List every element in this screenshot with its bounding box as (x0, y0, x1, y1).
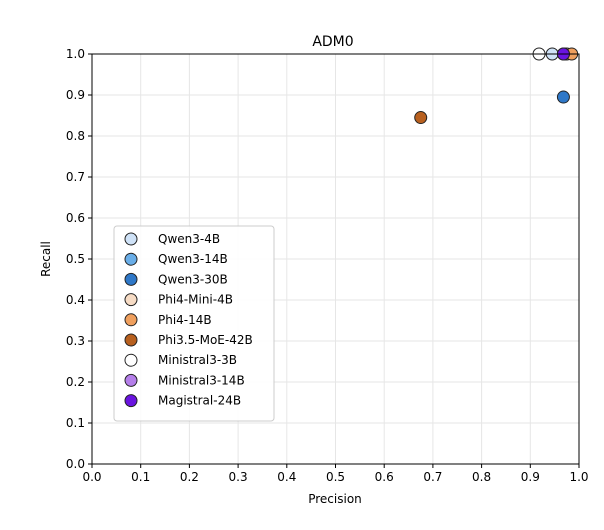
y-tick-label: 0.8 (66, 129, 85, 143)
point-qwen3-30b (556, 90, 570, 104)
point-phi3-5-moe-42b (414, 111, 428, 125)
y-tick-label: 0.7 (66, 170, 85, 184)
y-tick-label: 1.0 (66, 47, 85, 61)
x-axis-label: Precision (308, 492, 362, 506)
legend-label-phi3-5-moe-42b: Phi3.5-MoE-42B (158, 333, 253, 347)
x-tick-label: 0.5 (326, 470, 345, 484)
legend-marker-phi4-mini-4b (124, 293, 138, 307)
legend-label-qwen3-30b: Qwen3-30B (158, 272, 228, 286)
x-tick-label: 0.6 (375, 470, 394, 484)
legend-marker-qwen3-30b (124, 272, 138, 286)
legend-marker-phi4-14b (124, 313, 138, 327)
legend-label-ministral3-14b: Ministral3-14B (158, 373, 245, 387)
legend-marker-qwen3-4b (124, 232, 138, 246)
x-tick-label: 0.4 (277, 470, 296, 484)
x-tick-label: 1.0 (569, 470, 588, 484)
legend-marker-ministral3-14b (124, 373, 138, 387)
legend-marker-magistral-24b (124, 394, 138, 408)
y-tick-label: 0.2 (66, 375, 85, 389)
x-tick-label: 0.8 (472, 470, 491, 484)
legend-marker-qwen3-14b (124, 252, 138, 266)
legend: Qwen3-4B Qwen3-14B Qwen3-30B Phi4-Mini-4B Ph… (113, 225, 275, 422)
y-tick-label: 0.4 (66, 293, 85, 307)
legend-marker-ministral3-3b (124, 353, 138, 367)
legend-label-qwen3-14b: Qwen3-14B (158, 252, 228, 266)
x-tick-label: 0.0 (82, 470, 101, 484)
legend-label-ministral3-3b: Ministral3-3B (158, 353, 237, 367)
y-tick-label: 0.5 (66, 252, 85, 266)
legend-label-phi4-14b: Phi4-14B (158, 313, 212, 327)
legend-box (113, 225, 275, 422)
data-points (414, 47, 579, 125)
y-tick-label: 0.0 (66, 457, 85, 471)
legend-label-qwen3-4b: Qwen3-4B (158, 232, 220, 246)
x-tick-label: 0.7 (423, 470, 442, 484)
legend-marker-phi3-5-moe-42b (124, 333, 138, 347)
axis-ticks: 0.0 0.1 0.2 0.3 0.4 0.5 0.6 0.7 0.8 0.9 1.0 0.0 0.1 0… (66, 47, 589, 484)
x-tick-label: 0.9 (521, 470, 540, 484)
legend-label-magistral-24b: Magistral-24B (158, 394, 241, 408)
x-tick-label: 0.1 (131, 470, 150, 484)
y-tick-label: 0.1 (66, 416, 85, 430)
x-tick-label: 0.2 (180, 470, 199, 484)
x-tick-label: 0.3 (229, 470, 248, 484)
y-axis-label: Recall (39, 241, 53, 277)
legend-label-phi4-mini-4b: Phi4-Mini-4B (158, 293, 233, 307)
y-tick-label: 0.6 (66, 211, 85, 225)
y-tick-label: 0.9 (66, 88, 85, 102)
y-tick-label: 0.3 (66, 334, 85, 348)
chart-title: ADM0 (312, 34, 353, 50)
